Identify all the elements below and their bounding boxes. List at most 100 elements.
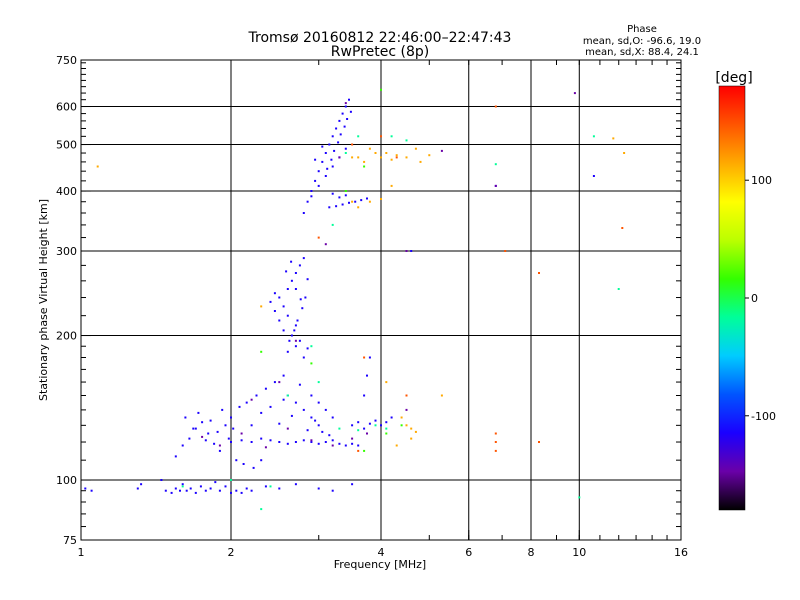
data-point [264, 446, 267, 449]
data-point [213, 442, 216, 445]
data-point [331, 192, 334, 195]
data-point [260, 459, 263, 462]
y-tick-label: 750 [56, 54, 77, 67]
colorbar: [deg] 100 0 -100 [715, 70, 776, 511]
data-point [366, 432, 368, 435]
data-point [189, 487, 192, 490]
data-point [366, 374, 368, 377]
data-point [260, 437, 263, 440]
chart-subtitle: RwPretec (8p) [331, 44, 429, 60]
data-point [333, 149, 336, 152]
data-point [538, 272, 540, 274]
data-point [405, 394, 408, 397]
data-point [317, 184, 320, 187]
data-point [174, 455, 177, 458]
data-point [90, 489, 93, 492]
data-point [374, 152, 377, 154]
data-point [314, 179, 317, 182]
x-tick-label: 1 [78, 546, 85, 559]
colorbar-tick-label: 0 [751, 292, 758, 305]
data-point [164, 489, 167, 492]
data-point [368, 200, 371, 203]
data-point [321, 430, 324, 433]
data-point [293, 329, 296, 332]
data-point [310, 195, 313, 198]
x-tick-label: 6 [465, 546, 472, 559]
data-point [338, 427, 341, 430]
data-point [440, 149, 443, 152]
data-point [414, 147, 417, 150]
data-point [232, 427, 235, 430]
data-point [218, 444, 221, 447]
data-point [230, 441, 232, 443]
data-point [84, 487, 87, 490]
data-point [395, 444, 398, 447]
data-point [331, 439, 334, 442]
data-point [617, 288, 620, 290]
data-point [338, 156, 341, 159]
axis-ticks: 1 2 4 6 8 10 16 75 100 200 300 400 500 600 750 [56, 54, 688, 559]
data-point [344, 152, 347, 154]
y-tick-label: 600 [56, 101, 77, 114]
data-point [612, 137, 615, 140]
data-point [494, 449, 497, 452]
data-point [286, 314, 289, 317]
data-point [349, 110, 352, 113]
data-point [405, 250, 408, 252]
data-point [390, 135, 393, 138]
colorbar-label: [deg] [715, 70, 752, 86]
data-point [214, 481, 217, 484]
data-point [338, 119, 341, 122]
data-point [188, 437, 191, 440]
y-tick-label: 500 [56, 139, 77, 152]
data-point [331, 416, 334, 419]
data-point [181, 485, 184, 488]
data-point [419, 160, 422, 163]
data-point [302, 439, 305, 442]
data-point [310, 416, 313, 419]
data-point [405, 139, 408, 142]
data-point [341, 203, 344, 206]
data-point [290, 279, 293, 282]
data-point [494, 441, 497, 443]
data-point [338, 442, 341, 445]
chart-title: Tromsø 20160812 22:46:00–22:47:43 [248, 30, 512, 46]
data-point [357, 449, 360, 452]
data-point [314, 158, 317, 161]
data-point [294, 483, 297, 486]
data-point [344, 102, 347, 105]
data-point [380, 156, 382, 159]
data-point [282, 398, 285, 401]
data-point [278, 319, 281, 322]
data-point [218, 449, 221, 452]
data-point [260, 508, 263, 511]
data-point [344, 147, 347, 150]
data-point [395, 154, 398, 157]
phase-stats-x: mean, sd,X: 88.4, 24.1 [585, 47, 699, 58]
data-point [221, 408, 224, 411]
data-point [317, 381, 320, 384]
data-point [368, 422, 371, 425]
data-point [170, 491, 173, 494]
data-point [344, 194, 347, 197]
data-point [341, 112, 344, 115]
data-point [204, 489, 207, 492]
data-point [278, 487, 281, 490]
data-point [230, 479, 232, 481]
data-point [357, 421, 360, 424]
data-point [343, 125, 346, 128]
x-tick-label: 16 [674, 546, 688, 559]
data-point [494, 432, 497, 435]
data-point [260, 305, 263, 308]
data-point [317, 442, 320, 445]
y-tick-label: 75 [63, 534, 77, 547]
data-point [385, 152, 388, 154]
data-point [363, 449, 366, 452]
data-point [278, 441, 281, 443]
data-point [357, 156, 360, 159]
data-point [385, 427, 388, 430]
data-point [302, 408, 305, 411]
x-axis-label: Frequency [MHz] [334, 558, 426, 571]
data-point [380, 198, 382, 200]
data-point [324, 243, 327, 246]
